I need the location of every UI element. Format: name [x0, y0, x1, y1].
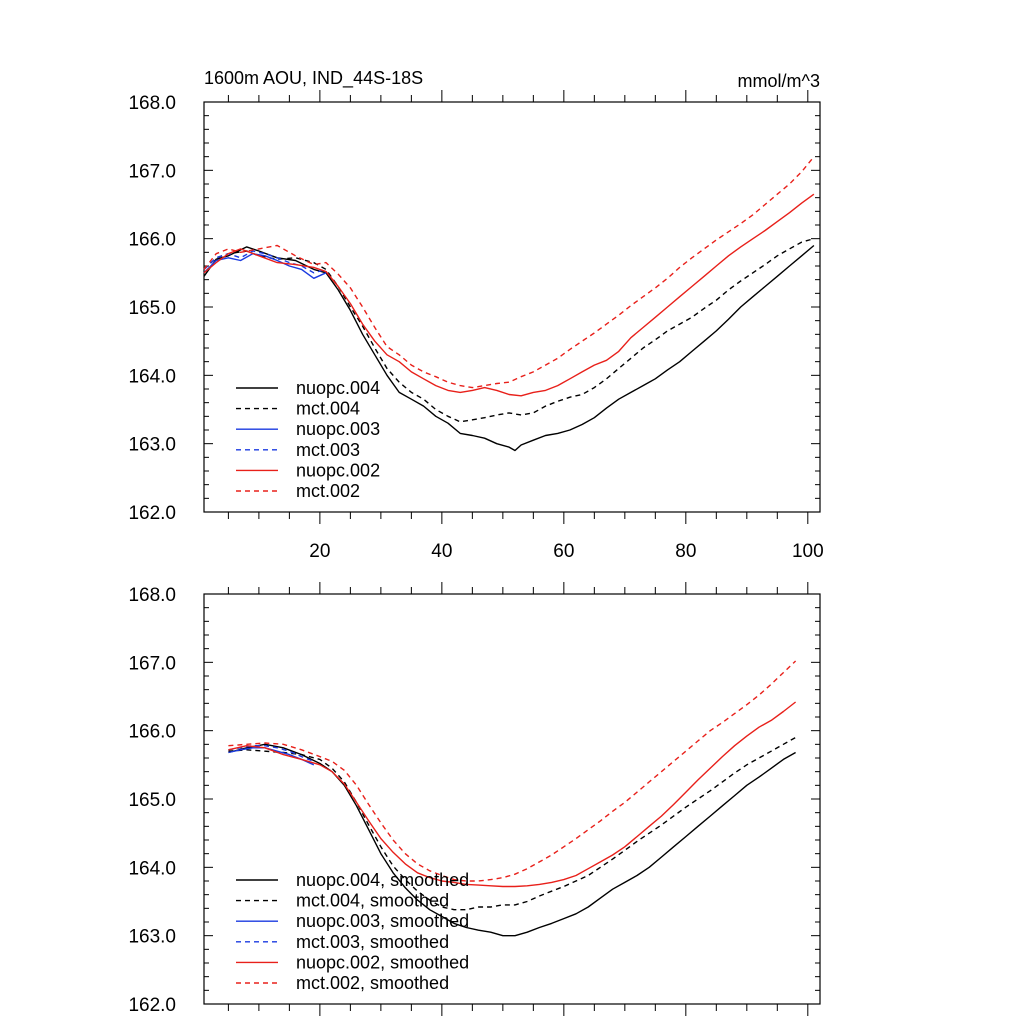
- legend-label: nuopc.002, smoothed: [296, 952, 469, 972]
- legend-label: mct.003: [296, 440, 360, 460]
- y-tick-label: 162.0: [128, 503, 176, 524]
- y-tick-label: 164.0: [128, 366, 176, 387]
- tick-marks: [204, 90, 820, 524]
- legend-label: nuopc.003: [296, 419, 380, 439]
- y-tick-labels: 162.0 163.0 164.0 165.0 166.0 167.0 168.0: [128, 93, 176, 524]
- x-tick-label: 60: [553, 541, 574, 562]
- top-panel: 1600m AOU, IND_44S-18S mmol/m^3 162.0 163…: [128, 68, 823, 562]
- legend-label: mct.003, smoothed: [296, 932, 449, 952]
- y-tick-label: 166.0: [128, 722, 176, 743]
- legend-label: mct.002: [296, 481, 360, 501]
- chart-title: 1600m AOU, IND_44S-18S: [204, 68, 423, 89]
- legend-label: nuopc.004: [296, 378, 380, 398]
- y-tick-label: 162.0: [128, 995, 176, 1016]
- y-tick-label: 164.0: [128, 858, 176, 879]
- series-line: [203, 238, 815, 423]
- series-line: [203, 250, 327, 274]
- y-tick-label: 167.0: [128, 653, 176, 674]
- legend-label: nuopc.002: [296, 460, 380, 480]
- y-tick-label: 165.0: [128, 790, 176, 811]
- series-line: [228, 736, 796, 911]
- y-tick-label: 168.0: [128, 93, 176, 114]
- series-lines: [228, 660, 797, 937]
- series-line: [203, 252, 327, 279]
- units-label: mmol/m^3: [738, 71, 820, 91]
- series-line: [228, 701, 797, 888]
- tick-marks: [204, 582, 820, 1016]
- series-line: [228, 660, 797, 882]
- x-tick-label: 20: [309, 541, 330, 562]
- legend-label: nuopc.003, smoothed: [296, 911, 469, 931]
- series-line: [203, 156, 815, 389]
- x-tick-label: 100: [792, 541, 824, 562]
- x-tick-label: 40: [431, 541, 452, 562]
- y-tick-label: 166.0: [128, 230, 176, 251]
- series-line: [203, 244, 815, 452]
- legend-label: mct.004: [296, 399, 360, 419]
- series-line: [203, 193, 815, 397]
- series-lines: [203, 156, 815, 452]
- legend-label: mct.004, smoothed: [296, 891, 449, 911]
- series-line: [228, 743, 796, 937]
- series-line: [228, 745, 315, 763]
- x-tick-label: 80: [675, 541, 696, 562]
- legend-label: mct.002, smoothed: [296, 973, 449, 993]
- y-tick-label: 163.0: [128, 435, 176, 456]
- y-tick-label: 165.0: [128, 298, 176, 319]
- x-tick-labels: 20 40 60 80 100: [309, 541, 823, 562]
- legend-label: nuopc.004, smoothed: [296, 870, 469, 890]
- y-tick-label: 167.0: [128, 161, 176, 182]
- bottom-panel: 162.0 163.0 164.0 165.0 166.0 167.0 168.0 nuop…: [128, 582, 821, 1016]
- y-tick-label: 163.0: [128, 927, 176, 948]
- y-tick-label: 168.0: [128, 585, 176, 606]
- legend: nuopc.004mct.004nuopc.003mct.003nuopc.00…: [236, 378, 380, 501]
- y-tick-labels: 162.0 163.0 164.0 165.0 166.0 167.0 168.0: [128, 585, 176, 1016]
